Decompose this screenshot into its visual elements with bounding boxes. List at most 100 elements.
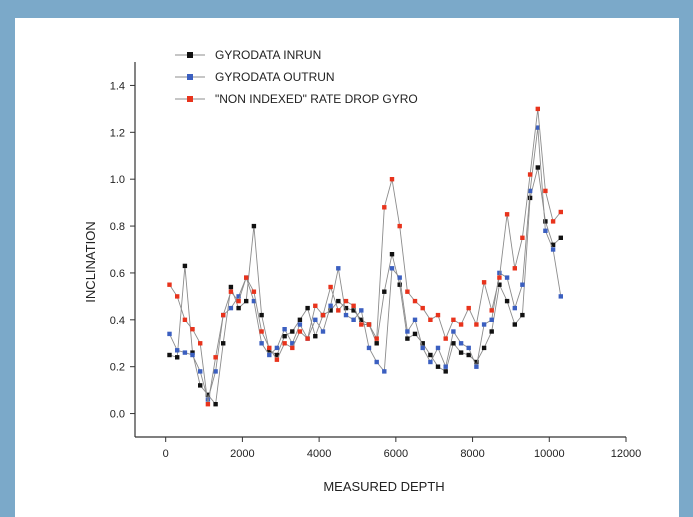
data-point bbox=[435, 312, 441, 318]
data-point bbox=[167, 331, 172, 337]
data-point bbox=[297, 322, 303, 327]
data-point bbox=[474, 322, 479, 327]
data-point bbox=[213, 355, 218, 360]
data-point bbox=[366, 345, 372, 351]
data-point bbox=[198, 369, 203, 374]
series-2 bbox=[167, 125, 563, 402]
data-point bbox=[351, 308, 356, 313]
data-point bbox=[535, 106, 540, 112]
data-point bbox=[520, 312, 525, 318]
data-point bbox=[259, 329, 264, 334]
data-point bbox=[305, 336, 310, 341]
series-3 bbox=[167, 106, 563, 407]
data-point bbox=[359, 308, 364, 313]
y-tick-label: 1.4 bbox=[110, 80, 125, 92]
data-point bbox=[313, 303, 318, 308]
data-point bbox=[320, 312, 326, 318]
legend-label: GYRODATA OUTRUN bbox=[215, 70, 335, 84]
legend-item: GYRODATA INRUN bbox=[175, 48, 321, 62]
data-point bbox=[182, 317, 188, 322]
data-point bbox=[397, 223, 402, 229]
data-point bbox=[497, 275, 502, 280]
series-layer bbox=[167, 106, 563, 407]
legend-marker bbox=[187, 52, 193, 58]
legend-marker bbox=[187, 96, 193, 102]
data-point bbox=[435, 345, 441, 351]
data-point bbox=[527, 172, 533, 177]
data-point bbox=[182, 263, 188, 269]
data-point bbox=[282, 327, 287, 332]
data-point bbox=[297, 329, 303, 334]
legend-label: GYRODATA INRUN bbox=[215, 48, 321, 62]
data-point bbox=[520, 235, 525, 240]
data-point bbox=[443, 364, 448, 369]
data-point bbox=[481, 322, 487, 327]
data-point bbox=[458, 350, 464, 355]
legend: GYRODATA INRUN GYRODATA OUTRUN "NON INDEXE… bbox=[175, 48, 418, 106]
data-point bbox=[313, 334, 318, 339]
y-tick-label: 0.0 bbox=[110, 409, 125, 421]
data-point bbox=[336, 298, 341, 304]
data-point bbox=[535, 165, 540, 170]
data-point bbox=[305, 305, 310, 311]
data-point bbox=[267, 348, 272, 353]
data-point bbox=[527, 188, 533, 194]
data-point bbox=[443, 369, 448, 374]
data-point bbox=[466, 345, 471, 351]
axes bbox=[134, 62, 626, 438]
data-point bbox=[313, 317, 318, 322]
data-point bbox=[543, 228, 548, 233]
chart-panel bbox=[15, 18, 679, 517]
data-point bbox=[504, 298, 510, 304]
data-point bbox=[228, 289, 234, 294]
data-point bbox=[405, 289, 410, 294]
data-point bbox=[504, 275, 510, 280]
data-point bbox=[336, 308, 341, 313]
data-point bbox=[244, 275, 249, 280]
data-point bbox=[328, 303, 333, 308]
data-point bbox=[167, 352, 172, 358]
data-point bbox=[512, 322, 517, 327]
data-point bbox=[451, 317, 456, 322]
data-point bbox=[343, 305, 349, 311]
data-point bbox=[382, 289, 387, 294]
data-point bbox=[512, 305, 517, 311]
data-point bbox=[458, 322, 464, 327]
data-point bbox=[213, 369, 218, 374]
x-tick-label: 6000 bbox=[384, 448, 408, 460]
y-tick-label: 1.2 bbox=[110, 127, 125, 139]
data-point bbox=[543, 219, 548, 224]
series-line bbox=[169, 108, 562, 405]
data-point bbox=[481, 280, 487, 285]
data-point bbox=[228, 284, 234, 290]
data-point bbox=[274, 352, 280, 358]
data-point bbox=[535, 125, 540, 130]
data-point bbox=[290, 341, 295, 346]
data-point bbox=[420, 305, 425, 311]
series-line bbox=[169, 167, 562, 406]
data-point bbox=[466, 305, 471, 311]
legend-marker bbox=[187, 74, 193, 80]
data-point bbox=[205, 402, 211, 407]
y-tick-label: 0.4 bbox=[110, 315, 125, 327]
data-point bbox=[550, 219, 556, 224]
data-point bbox=[175, 355, 180, 360]
data-point bbox=[374, 359, 379, 365]
series-line bbox=[169, 127, 562, 402]
x-tick-label: 10000 bbox=[534, 448, 565, 460]
data-point bbox=[175, 294, 180, 299]
x-tick-label: 8000 bbox=[460, 448, 484, 460]
data-point bbox=[205, 397, 211, 402]
data-point bbox=[497, 282, 502, 287]
y-axis-label: INCLINATION bbox=[83, 221, 98, 302]
data-point bbox=[320, 329, 326, 334]
data-point bbox=[558, 209, 563, 215]
data-point bbox=[489, 308, 494, 313]
data-point bbox=[336, 266, 341, 271]
data-point bbox=[251, 289, 257, 294]
data-point bbox=[359, 317, 364, 322]
data-point bbox=[167, 282, 172, 287]
x-tick-label: 12000 bbox=[611, 448, 642, 460]
legend-item: "NON INDEXED" RATE DROP GYRO bbox=[175, 92, 418, 106]
